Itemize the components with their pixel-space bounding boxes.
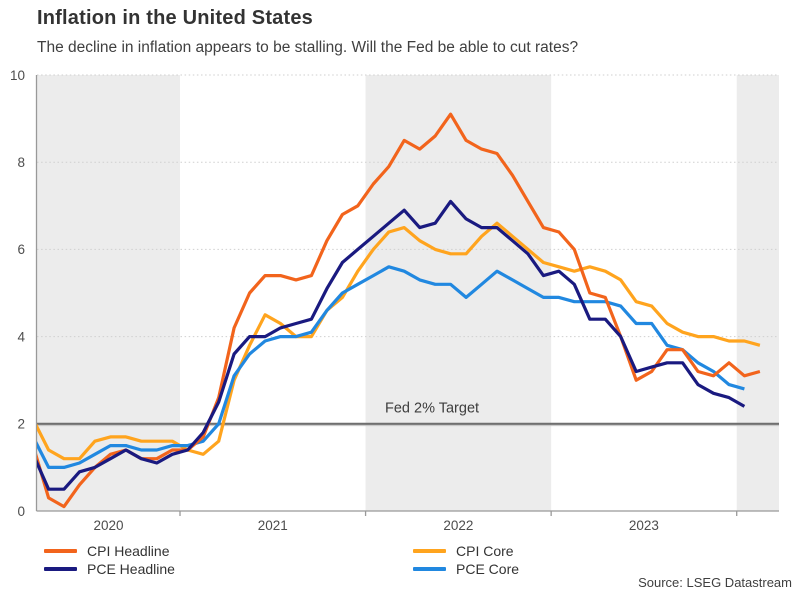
series-line-cpi-headline (37, 112, 761, 509)
y-tick-label: 0 (17, 504, 25, 519)
legend-label: PCE Core (456, 561, 520, 577)
series-line-cpi-core (37, 221, 761, 461)
legend-swatch-cpi-headline (44, 548, 77, 554)
legend-item-pce-core: PCE Core (413, 561, 519, 577)
legend-label: CPI Headline (87, 543, 170, 559)
series-line-pce-headline (37, 199, 746, 491)
legend-item-cpi-core: CPI Core (413, 543, 514, 559)
y-tick-label: 4 (17, 329, 25, 344)
y-tick-label: 8 (17, 155, 25, 170)
year-band (736, 75, 779, 511)
legend-label: CPI Core (456, 543, 514, 559)
legend-item-pce-headline: PCE Headline (44, 561, 175, 577)
page-title: Inflation in the United States (37, 7, 314, 29)
year-band (365, 75, 552, 511)
series-line-pce-core (37, 265, 745, 469)
legend-swatch-pce-core (413, 566, 446, 572)
page-subtitle: The decline in inflation appears to be s… (37, 39, 579, 56)
y-tick-label: 2 (17, 417, 25, 432)
target-label: Fed 2% Target (385, 400, 479, 416)
x-tick-label: 2021 (258, 518, 288, 533)
legend-item-cpi-headline: CPI Headline (44, 543, 170, 559)
y-tick-label: 10 (10, 68, 25, 83)
legend-swatch-pce-headline (44, 566, 77, 572)
legend-swatch-cpi-core (413, 548, 446, 554)
x-tick-label: 2022 (443, 518, 473, 533)
x-tick-label: 2023 (629, 518, 659, 533)
y-tick-label: 6 (17, 242, 25, 257)
legend-label: PCE Headline (87, 561, 175, 577)
source-credit: Source: LSEG Datastream (638, 575, 792, 590)
x-tick-label: 2020 (93, 518, 123, 533)
